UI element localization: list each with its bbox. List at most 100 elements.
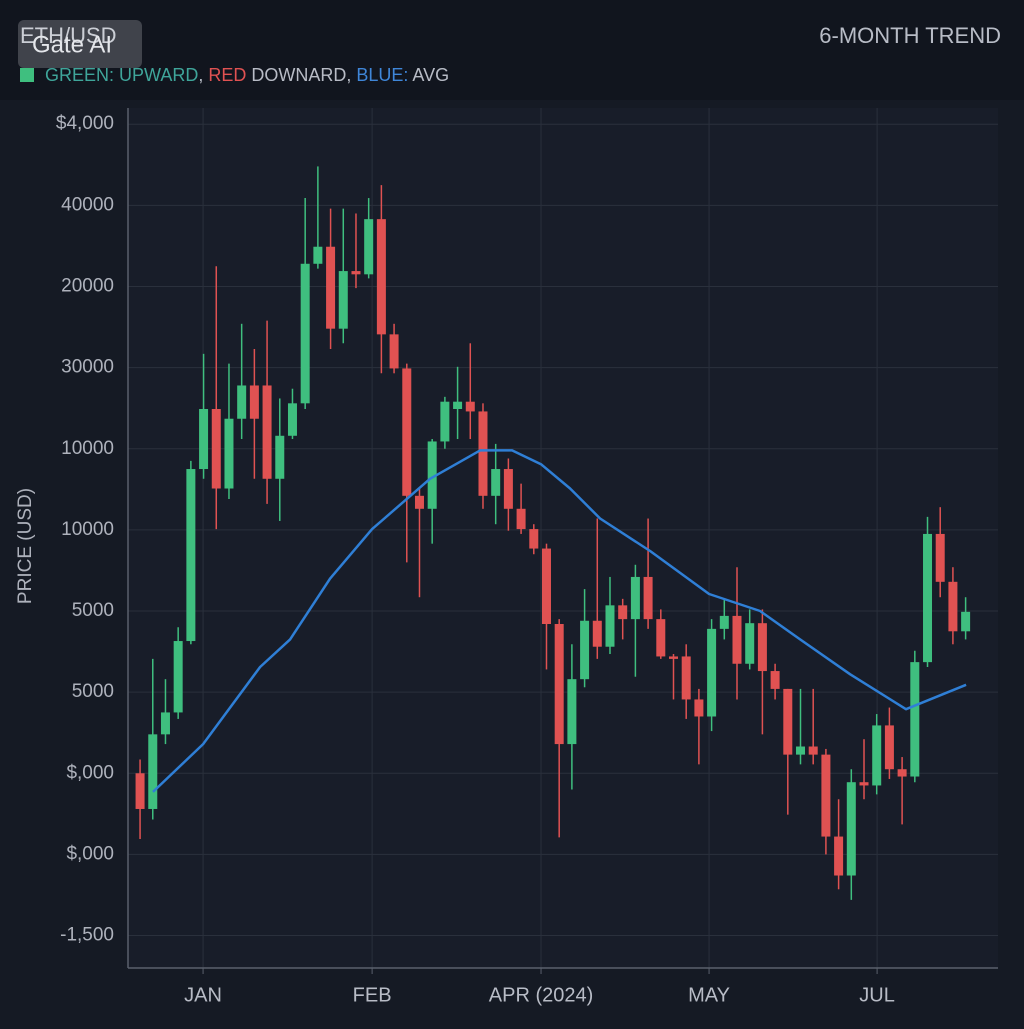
- candle-body: [796, 746, 806, 755]
- candle-body: [173, 641, 183, 713]
- y-tick-label: 5000: [72, 681, 114, 702]
- y-tick-label: $,000: [66, 843, 114, 864]
- candle-body: [580, 620, 590, 680]
- candle-body: [872, 725, 882, 786]
- legend-part: DOWNARD,: [246, 65, 356, 85]
- candle-body: [732, 615, 742, 664]
- candle-body: [643, 576, 653, 620]
- legend-part: BLUE:: [356, 65, 408, 85]
- candle-body: [745, 623, 755, 664]
- candle-body: [338, 271, 348, 329]
- candle-body: [465, 401, 475, 412]
- x-tick-label: FEB: [353, 984, 392, 1006]
- x-tick-label: JAN: [184, 984, 222, 1006]
- candle-body: [287, 403, 297, 436]
- candle-body: [567, 679, 577, 745]
- marks: [135, 166, 971, 900]
- candle-body: [923, 533, 933, 663]
- legend-part: ,: [198, 65, 208, 85]
- candle-body: [668, 656, 678, 659]
- candle-body: [427, 441, 437, 509]
- candle-body: [135, 773, 145, 809]
- x-tick-label: MAY: [688, 984, 730, 1006]
- x-tick-label: JUL: [859, 984, 895, 1006]
- candle-body: [694, 699, 704, 717]
- candle-body: [757, 623, 767, 672]
- candle-body: [529, 529, 539, 549]
- candle-body: [326, 246, 336, 329]
- candle-body: [237, 385, 247, 419]
- candle-body: [707, 628, 717, 717]
- candle-body: [821, 754, 831, 837]
- legend-swatch: [20, 68, 34, 82]
- candle-body: [808, 746, 818, 755]
- candle-body: [834, 836, 844, 876]
- candle-body: [656, 619, 666, 657]
- candle-body: [313, 246, 323, 264]
- candle-body: [541, 548, 551, 624]
- candle-body: [148, 734, 158, 809]
- candle-body: [224, 418, 234, 489]
- candle-body: [503, 469, 513, 509]
- legend: GREEN: UPWARD, RED DOWNARD, BLUE: AVG: [45, 65, 449, 85]
- candle-body: [262, 385, 272, 479]
- candle-body: [605, 605, 615, 647]
- watermark: Gate AI: [32, 31, 112, 58]
- candle-body: [910, 662, 920, 777]
- y-axis-label: PRICE (USD): [15, 488, 36, 604]
- candle-body: [199, 409, 209, 470]
- legend-part: AVG: [408, 65, 449, 85]
- candle-body: [376, 219, 386, 335]
- candle-body: [618, 605, 628, 620]
- x-tick-label: APR (2024): [489, 984, 594, 1006]
- candle-body: [884, 725, 894, 770]
- candle-body: [592, 620, 602, 647]
- candle-body: [630, 576, 640, 620]
- candle-body: [859, 782, 869, 786]
- chart-subtitle: 6-MONTH TREND: [819, 23, 1001, 48]
- candle-body: [211, 409, 221, 489]
- candle-body: [770, 671, 780, 689]
- candle-body: [846, 782, 856, 876]
- y-tick-label: 30000: [61, 357, 114, 378]
- y-tick-label: -1,500: [60, 925, 114, 946]
- candle-body: [160, 712, 170, 735]
- candle-body: [897, 769, 907, 777]
- y-tick-label: 10000: [61, 519, 114, 540]
- candle-body: [453, 401, 463, 409]
- candle-body: [402, 368, 412, 496]
- candle-body: [275, 435, 285, 479]
- y-tick-label: $4,000: [56, 113, 114, 134]
- candle-body: [681, 656, 691, 700]
- candle-body: [783, 688, 793, 755]
- candle-body: [719, 615, 729, 629]
- candle-body: [516, 508, 526, 530]
- chart-title: ETH/USD: [20, 23, 117, 48]
- legend-part: RED: [208, 65, 246, 85]
- candle-body: [554, 624, 564, 745]
- average-line: [152, 449, 967, 793]
- candle-body: [961, 611, 971, 632]
- watermark-box: [18, 20, 142, 68]
- candle-body: [186, 469, 196, 642]
- candle-body: [351, 271, 361, 275]
- y-tick-label: $,000: [66, 762, 114, 783]
- y-tick-label: 40000: [61, 194, 114, 215]
- legend-part: GREEN: UPWARD: [45, 65, 198, 85]
- candle-body: [935, 533, 945, 582]
- candle-body: [478, 411, 488, 496]
- y-tick-label: 20000: [61, 276, 114, 297]
- candle-body: [389, 334, 399, 369]
- candle-body: [249, 385, 259, 419]
- candle-body: [491, 469, 501, 496]
- y-tick-label: 5000: [72, 600, 114, 621]
- header-band: [0, 0, 1024, 100]
- candle-body: [364, 219, 374, 275]
- y-tick-label: 10000: [61, 438, 114, 459]
- candle-body: [440, 401, 450, 442]
- candle-body: [948, 581, 958, 632]
- candle-body: [300, 263, 310, 404]
- plot-area: [128, 108, 998, 968]
